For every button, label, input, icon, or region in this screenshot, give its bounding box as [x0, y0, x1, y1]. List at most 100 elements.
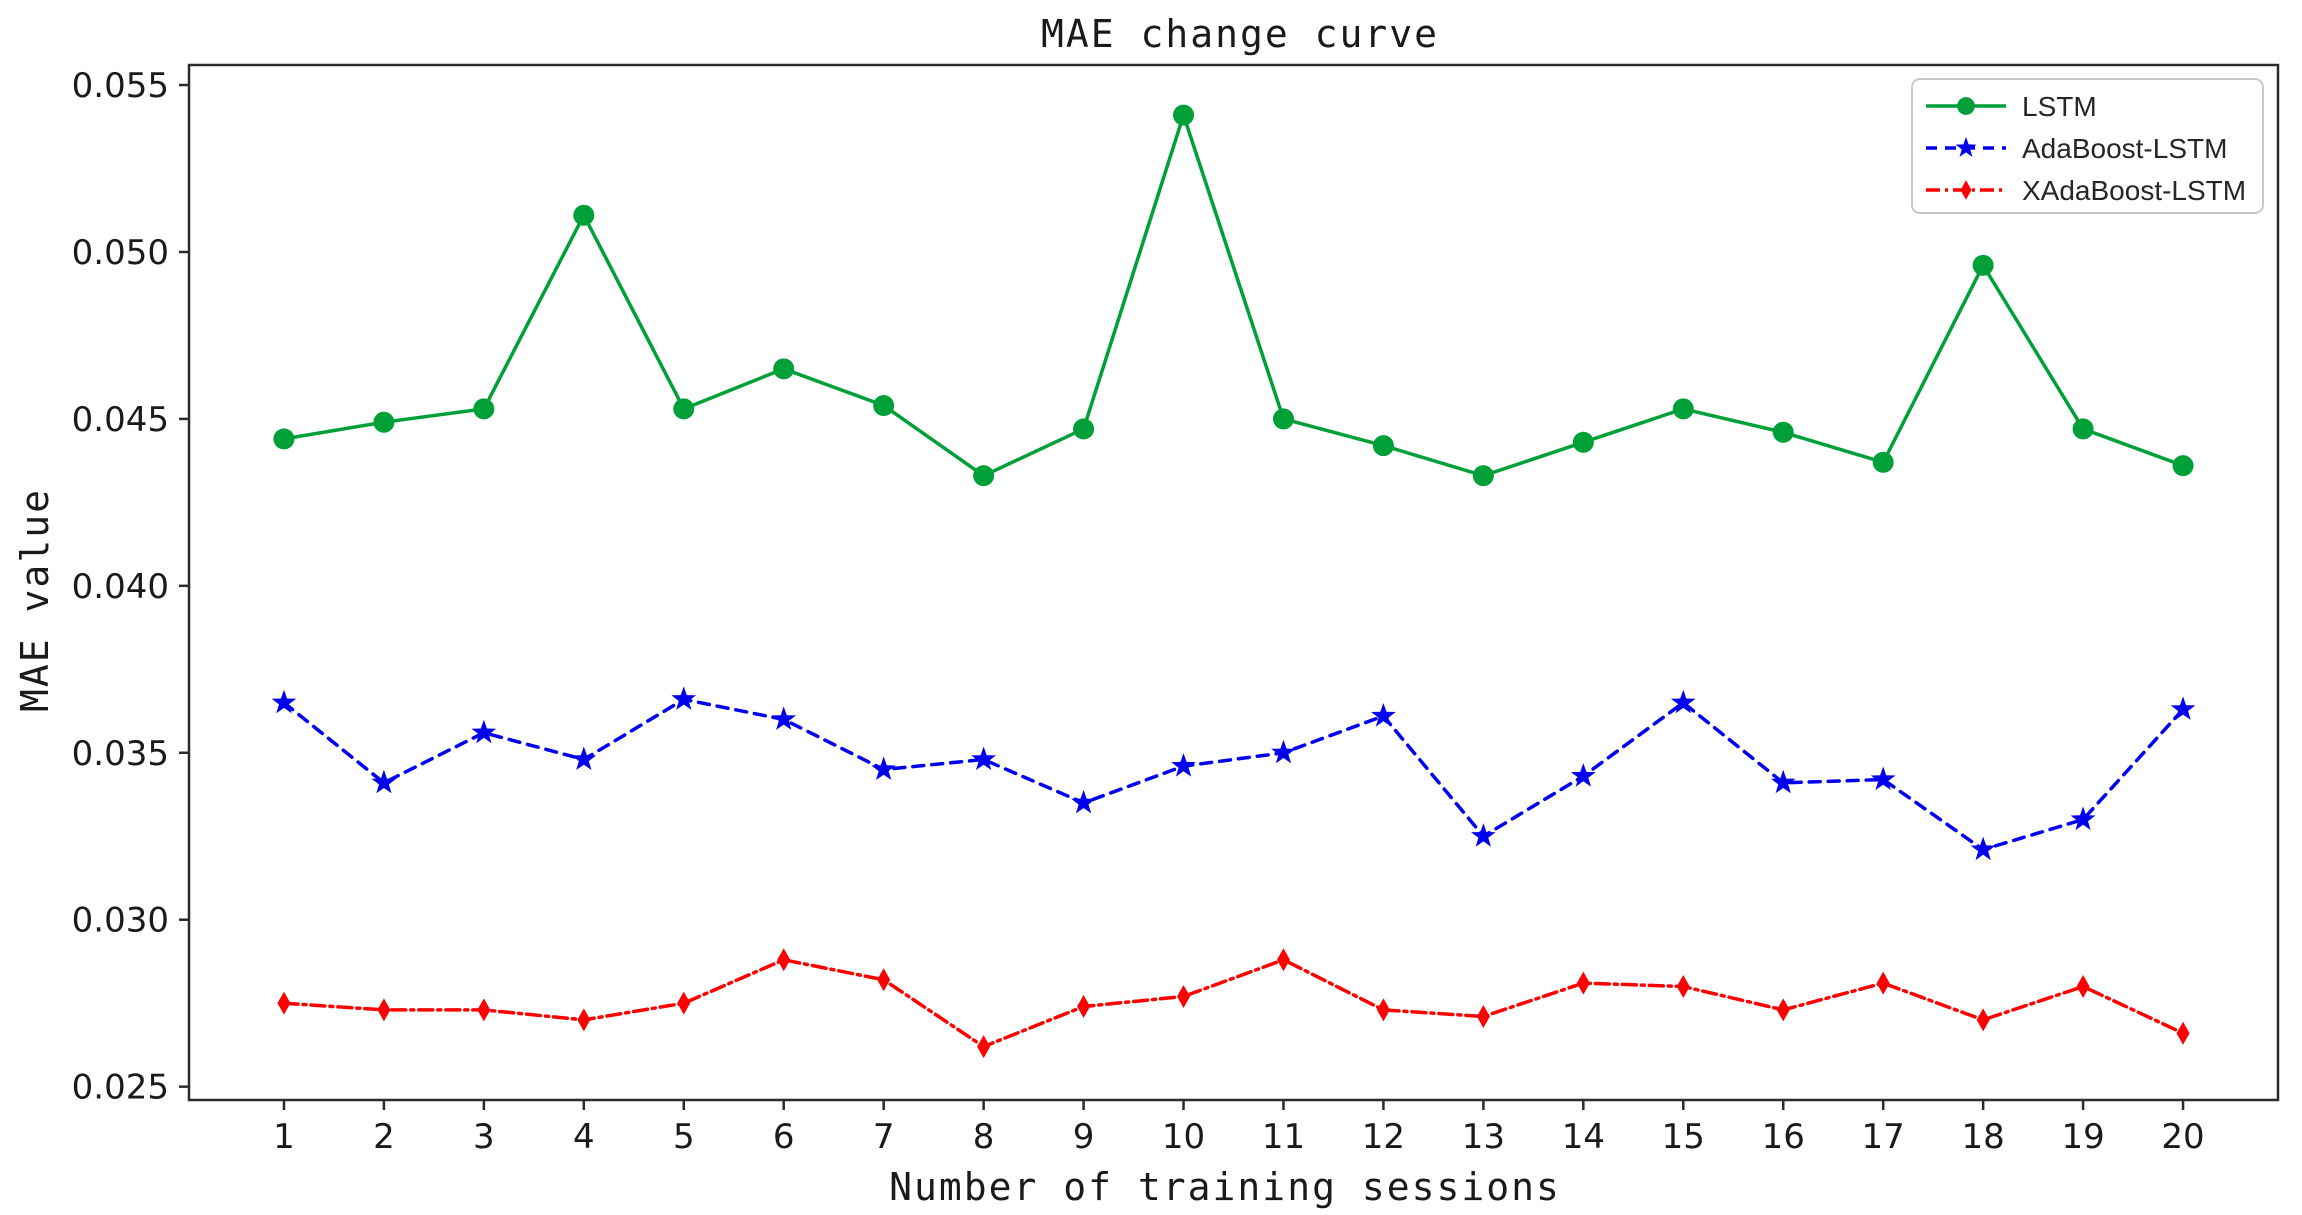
- data-point-star: [971, 746, 996, 770]
- x-tick-label: 4: [573, 1117, 595, 1157]
- y-axis-ticks: 0.025 0.030 0.035 0.040 0.045 0.050 0.055: [72, 66, 189, 1108]
- data-point-diamond: [1177, 985, 1191, 1008]
- series-line: [282, 109, 2185, 478]
- data-point-diamond: [1276, 948, 1290, 972]
- x-tick-label: 13: [1462, 1117, 1505, 1157]
- data-point-diamond: [577, 1008, 591, 1032]
- data-point-circle: [273, 428, 295, 450]
- data-point-circle: [673, 398, 695, 420]
- data-point-star: [371, 769, 397, 794]
- series-adaboost-lstm: [271, 686, 2196, 861]
- data-point-star: [571, 746, 597, 770]
- data-point-star: [1471, 823, 1496, 847]
- legend-label: XAdaBoost-LSTM: [2022, 175, 2246, 206]
- data-point-circle: [1772, 421, 1794, 443]
- data-point-star: [1271, 739, 1296, 764]
- data-point-star: [1171, 753, 1196, 777]
- x-tick-label: 2: [373, 1117, 395, 1157]
- x-tick-label: 14: [1562, 1117, 1605, 1157]
- data-point-diamond: [677, 991, 691, 1015]
- data-point-star: [1071, 789, 1096, 814]
- plot-spines: [187, 63, 2280, 1102]
- y-tick-label: 0.055: [72, 66, 169, 106]
- x-tick-label: 17: [1862, 1117, 1905, 1157]
- legend-label: AdaBoost-LSTM: [2022, 133, 2227, 164]
- data-point-circle: [1972, 254, 1994, 276]
- data-point-circle: [1372, 435, 1394, 457]
- x-tick-label: 7: [873, 1117, 895, 1157]
- data-point-circle: [1272, 408, 1294, 430]
- data-point-circle: [1073, 418, 1095, 440]
- data-point-star: [771, 706, 797, 730]
- data-point-circle: [373, 411, 395, 433]
- data-point-diamond: [2076, 974, 2090, 998]
- data-point-star: [871, 756, 896, 780]
- data-point-diamond: [1676, 974, 1690, 998]
- x-tick-label: 8: [973, 1117, 995, 1157]
- y-tick-label: 0.045: [72, 400, 169, 440]
- data-point-diamond: [1576, 971, 1590, 995]
- data-point-circle: [1957, 97, 1975, 115]
- data-point-star: [1371, 703, 1396, 727]
- data-point-diamond: [1476, 1005, 1490, 1029]
- data-point-diamond: [1876, 971, 1890, 995]
- data-point-diamond: [1776, 998, 1790, 1022]
- x-tick-label: 1: [273, 1117, 295, 1157]
- x-tick-label: 20: [2161, 1117, 2204, 1157]
- data-point-diamond: [377, 998, 391, 1022]
- data-point-circle: [573, 204, 595, 226]
- x-tick-label: 12: [1362, 1117, 1405, 1157]
- legend-item-xadaboost-lstm: XAdaBoost-LSTM: [1926, 175, 2246, 206]
- legend-box: [1911, 78, 2264, 214]
- data-point-diamond: [2176, 1021, 2190, 1045]
- data-point-star: [1870, 766, 1896, 790]
- y-tick-label: 0.030: [72, 901, 169, 941]
- x-tick-label: 9: [1073, 1117, 1095, 1157]
- data-point-circle: [1672, 398, 1694, 420]
- legend-label: LSTM: [2022, 91, 2097, 122]
- x-tick-label: 15: [1662, 1117, 1705, 1157]
- data-point-diamond: [1077, 995, 1091, 1019]
- x-tick-label: 16: [1762, 1117, 1805, 1157]
- x-tick-label: 5: [673, 1117, 695, 1157]
- x-tick-label: 3: [473, 1117, 495, 1157]
- x-tick-label: 18: [1962, 1117, 2005, 1157]
- x-tick-label: 6: [773, 1117, 795, 1157]
- y-tick-label: 0.050: [72, 233, 169, 273]
- y-tick-label: 0.025: [72, 1068, 169, 1108]
- data-point-star: [471, 719, 497, 744]
- data-point-diamond: [477, 998, 491, 1022]
- series-xadaboost-lstm: [277, 948, 2190, 1059]
- data-point-star: [2170, 696, 2196, 720]
- chart-title: MAE change curve: [1041, 12, 1439, 56]
- data-point-diamond: [277, 991, 291, 1015]
- series-line: [282, 697, 2185, 852]
- series-lstm: [273, 104, 2194, 487]
- data-point-diamond: [1960, 180, 1972, 200]
- data-point-star: [671, 686, 697, 710]
- legend: LSTM AdaBoost-LSTM XAdaBoost-LSTM: [1911, 78, 2264, 214]
- data-point-star: [1571, 763, 1596, 787]
- y-tick-label: 0.035: [72, 734, 169, 774]
- x-tick-label: 10: [1162, 1117, 1205, 1157]
- data-point-circle: [473, 398, 495, 420]
- data-point-diamond: [977, 1035, 991, 1059]
- data-point-circle: [1572, 431, 1594, 453]
- y-axis-label: MAE value: [13, 488, 57, 712]
- data-point-star: [1955, 136, 1977, 157]
- data-point-diamond: [1376, 998, 1390, 1022]
- data-point-diamond: [877, 968, 891, 992]
- data-point-circle: [973, 465, 995, 487]
- series-line: [282, 957, 2185, 1049]
- data-point-circle: [2072, 418, 2094, 440]
- legend-item-lstm: LSTM: [1926, 91, 2097, 122]
- data-point-star: [2070, 806, 2096, 831]
- data-point-circle: [1472, 465, 1494, 487]
- data-point-star: [1770, 769, 1796, 794]
- data-point-circle: [1872, 451, 1894, 473]
- y-tick-label: 0.040: [72, 567, 169, 607]
- x-tick-label: 19: [2061, 1117, 2104, 1157]
